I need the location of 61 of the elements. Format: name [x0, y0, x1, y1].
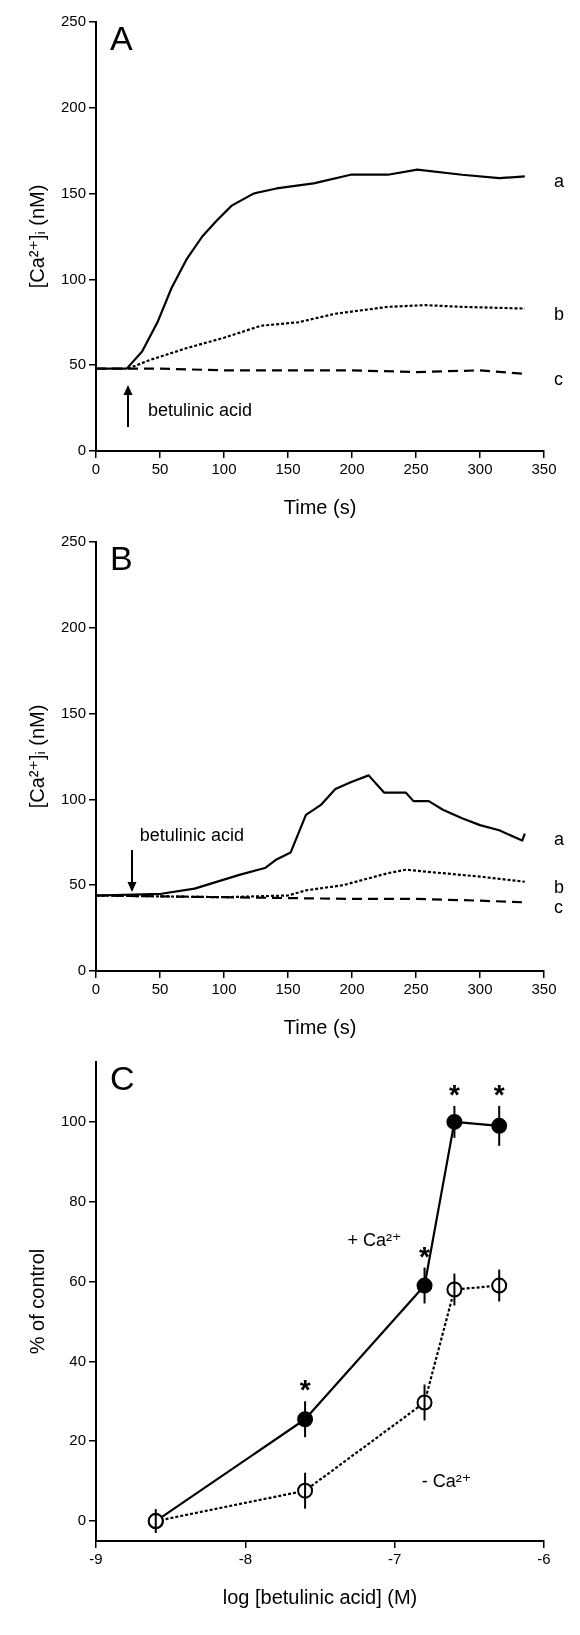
x-axis-title: log [betulinic acid] (M)	[222, 1585, 418, 1608]
text: - Ca²⁺	[421, 1471, 472, 1492]
y-tick-label: 0	[77, 441, 87, 459]
x-tick-label: 200	[339, 980, 365, 998]
x-tick-label: 200	[339, 460, 365, 478]
y-tick-label: 100	[61, 269, 87, 287]
x-tick-label: -8	[238, 1550, 253, 1568]
y-tick-label: 50	[69, 875, 87, 893]
series-label: c	[554, 368, 563, 389]
annotation: betulinic acid	[148, 399, 253, 420]
y-tick-label: 0	[77, 1511, 87, 1529]
x-tick-label: -6	[537, 1550, 551, 1568]
x-tick-label: -9	[89, 1550, 103, 1568]
y-axis-title: [Ca²⁺]ᵢ (nM)	[25, 704, 48, 809]
series-label: a	[554, 171, 565, 192]
chart-title: B	[110, 539, 133, 578]
x-tick-label: 50	[151, 980, 169, 998]
x-tick-label: 300	[467, 460, 493, 478]
y-tick-label: 0	[77, 961, 87, 979]
series-label: + Ca²⁺	[347, 1229, 402, 1250]
x-tick-label: -7	[388, 1550, 402, 1568]
x-tick-label: 350	[531, 980, 557, 998]
x-tick-label: 350	[531, 460, 557, 478]
x-tick-label: 300	[467, 980, 493, 998]
data-label: *	[299, 1374, 311, 1406]
series-label: b	[554, 876, 565, 897]
y-tick-label: 20	[69, 1431, 87, 1449]
data-label: *	[493, 1078, 505, 1110]
chart-title: C	[110, 1059, 135, 1098]
y-tick-label: 200	[61, 617, 87, 635]
y-tick-label: 250	[61, 532, 87, 550]
y-tick-label: 250	[61, 12, 87, 30]
x-tick-label: 250	[403, 460, 429, 478]
x-tick-label: 50	[151, 460, 169, 478]
series-label: a	[554, 828, 565, 849]
x-axis-title: Time (s)	[283, 1015, 357, 1038]
y-tick-label: 200	[61, 97, 87, 115]
series-label: b	[554, 303, 565, 324]
y-tick-label: 40	[69, 1351, 87, 1369]
data-label: *	[448, 1078, 460, 1110]
y-tick-label: 150	[61, 703, 87, 721]
series-label: c	[554, 897, 563, 918]
y-tick-label: 60	[69, 1271, 87, 1289]
y-tick-label: 150	[61, 183, 87, 201]
x-tick-label: 0	[91, 460, 101, 478]
data-label: *	[419, 1240, 431, 1272]
y-tick-label: 50	[69, 355, 87, 373]
y-tick-label: 80	[69, 1191, 87, 1209]
y-tick-label: 100	[61, 789, 87, 807]
y-tick-label: 100	[61, 1112, 87, 1130]
x-tick-label: 100	[211, 460, 237, 478]
x-tick-label: 100	[211, 980, 237, 998]
y-axis-title: [Ca²⁺]ᵢ (nM)	[25, 184, 48, 289]
x-tick-label: 150	[275, 460, 301, 478]
x-tick-label: 0	[91, 980, 101, 998]
x-tick-label: 250	[403, 980, 429, 998]
chart-title: A	[110, 19, 134, 58]
annotation: betulinic acid	[139, 824, 244, 845]
x-axis-title: Time (s)	[283, 495, 357, 518]
y-axis-title: % of control	[25, 1248, 48, 1355]
x-tick-label: 150	[275, 980, 301, 998]
